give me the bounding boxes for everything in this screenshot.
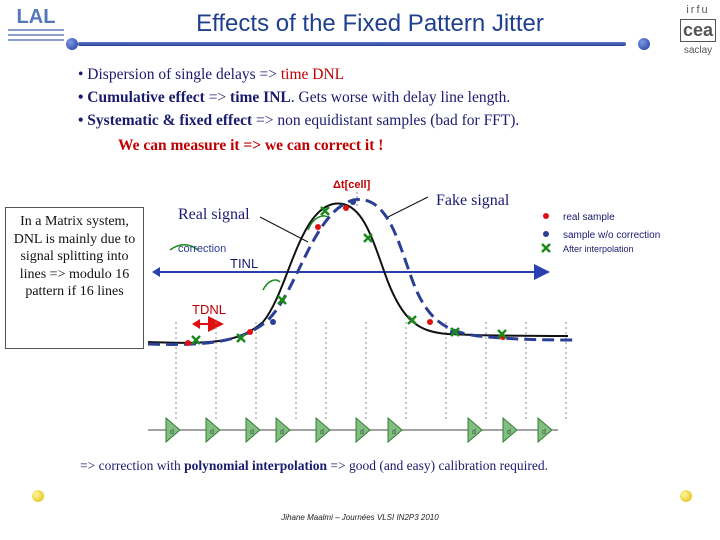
delta-t-label: Δt[cell] xyxy=(333,179,371,191)
decorative-dot xyxy=(680,490,692,502)
svg-text:d: d xyxy=(472,429,476,436)
legend-real-sample-marker xyxy=(543,213,549,219)
irfu-cea-saclay-logo: irfu cea saclay xyxy=(680,4,716,68)
matrix-note-text: In a Matrix system, DNL is mainly due to… xyxy=(13,214,136,299)
fake-signal-label: Fake signal xyxy=(436,192,510,209)
bullet-3: • Systematic & fixed effect => non equid… xyxy=(78,112,520,129)
delay-cells xyxy=(165,416,553,444)
legend-after-interpolation: After interpolation xyxy=(563,244,634,254)
fake-signal-curve xyxy=(148,198,579,346)
title-underline xyxy=(78,42,626,46)
bullet-1: • Dispersion of single delays => time DN… xyxy=(78,66,345,83)
lal-logo: LAL xyxy=(8,6,64,41)
legend-sample-wo-marker xyxy=(543,231,549,237)
legend-after-interp-marker xyxy=(541,243,551,253)
real-sample-points xyxy=(185,205,506,346)
svg-text:d: d xyxy=(320,429,324,436)
svg-text:LAL: LAL xyxy=(17,6,56,28)
svg-text:d: d xyxy=(280,429,284,436)
svg-text:d: d xyxy=(507,429,511,436)
correction-label: correction xyxy=(178,243,226,255)
conclusion-text: We can measure it => we can correct it ! xyxy=(118,137,384,154)
interpolated-sample-marks xyxy=(191,206,507,345)
bullet-2: • Cumulative effect => time INL. Gets wo… xyxy=(78,89,511,106)
svg-text:d: d xyxy=(250,429,254,436)
matrix-note-box: In a Matrix system, DNL is mainly due to… xyxy=(5,207,144,349)
svg-text:d: d xyxy=(170,429,174,436)
jitter-diagram: Δt[cell] Real signal Fake signal correct… xyxy=(148,179,660,444)
legend-real-sample: real sample xyxy=(563,212,615,223)
tinl-label: TINL xyxy=(230,256,258,271)
footer-credit: Jihane Maalmi – Journées VLSI IN2P3 2010 xyxy=(281,513,439,522)
legend-sample-wo-correction: sample w/o correction xyxy=(563,230,660,241)
decorative-dot xyxy=(66,38,78,50)
svg-text:d: d xyxy=(542,429,546,436)
svg-text:d: d xyxy=(360,429,364,436)
decorative-dot xyxy=(638,38,650,50)
real-signal-curve xyxy=(148,202,569,344)
uncorrected-sample-points xyxy=(270,199,456,335)
real-signal-label: Real signal xyxy=(178,206,250,223)
decorative-dot xyxy=(32,490,44,502)
correction-arrows xyxy=(169,215,329,291)
slide-title: Effects of the Fixed Pattern Jitter xyxy=(196,10,544,37)
correction-summary: => correction with polynomial interpolat… xyxy=(80,458,548,473)
svg-text:d: d xyxy=(392,429,396,436)
svg-text:d: d xyxy=(210,429,214,436)
tdnl-label: TDNL xyxy=(192,302,226,317)
